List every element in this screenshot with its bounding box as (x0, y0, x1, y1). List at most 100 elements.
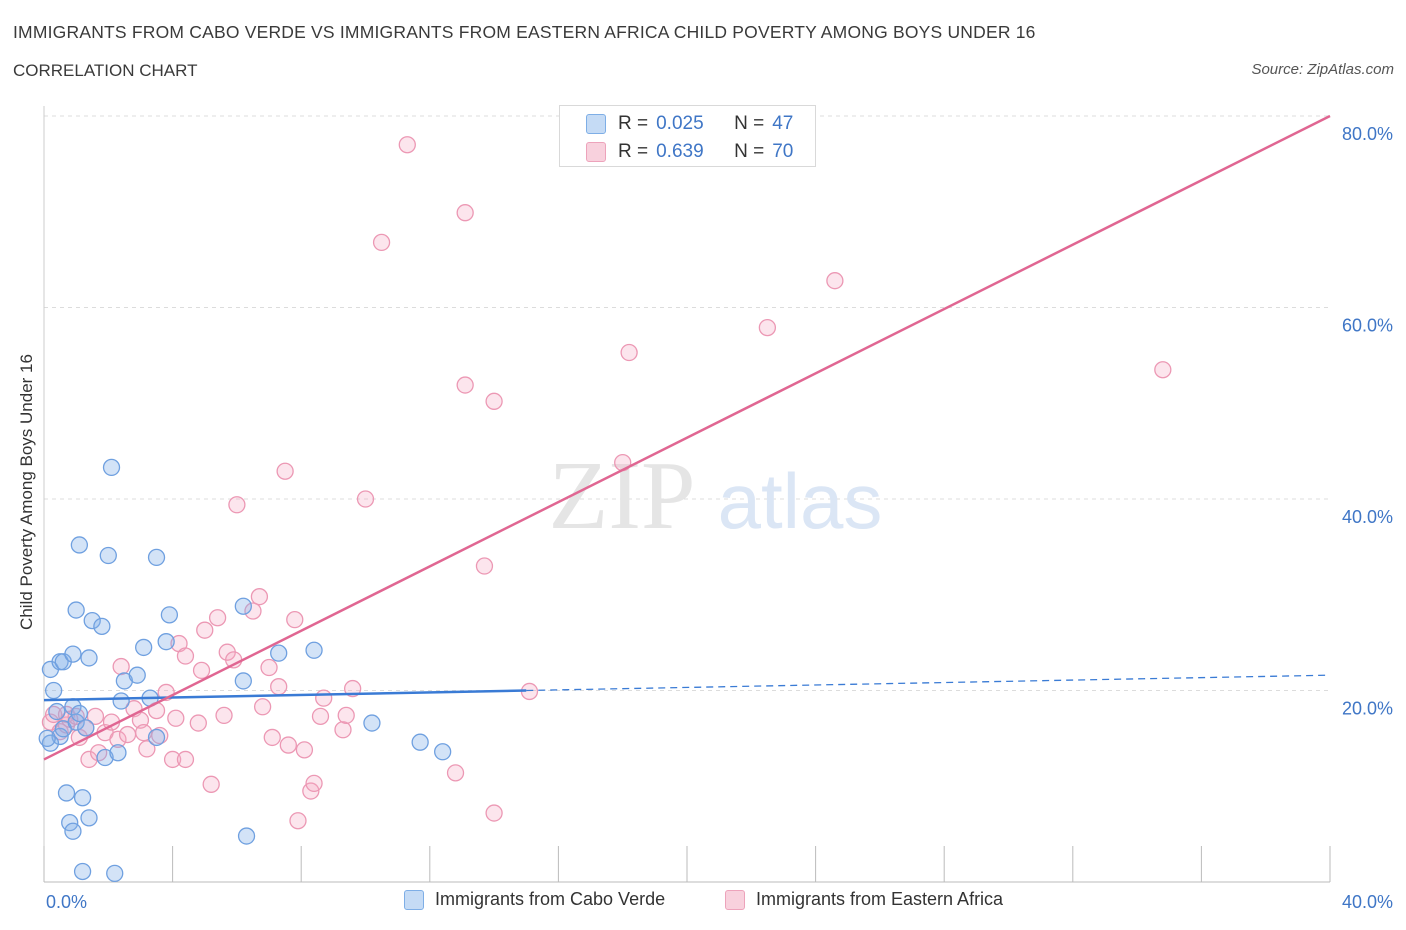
point-cabo-verde (99, 546, 117, 565)
point-cabo-verde (93, 617, 111, 635)
point-cabo-verde (305, 641, 323, 659)
point-cabo-verde (147, 548, 166, 567)
point-cabo-verde (73, 789, 92, 807)
point-cabo-verde (106, 864, 124, 883)
point-cabo-verde (67, 601, 85, 619)
tick-labels: 20.0% 40.0% 60.0% 80.0% 0.0% 40.0% (46, 124, 1393, 912)
watermark-atlas: atlas (718, 457, 883, 545)
point-cabo-verde (44, 681, 63, 700)
r-value: 0.025 (656, 113, 704, 134)
n-value: 47 (772, 113, 794, 134)
point-eastern-africa (372, 233, 391, 252)
point-eastern-africa (202, 775, 220, 793)
trend-line-cabo-verde-extension (526, 674, 1331, 692)
legend-label: Immigrants from Eastern Africa (756, 889, 1004, 909)
legend-label: Immigrants from Cabo Verde (435, 889, 666, 909)
point-cabo-verde (147, 728, 166, 747)
point-eastern-africa (456, 204, 474, 222)
point-cabo-verde (157, 633, 175, 651)
point-eastern-africa (826, 272, 844, 290)
point-eastern-africa (196, 621, 214, 639)
point-eastern-africa (398, 136, 416, 154)
point-eastern-africa (250, 588, 269, 606)
pink-swatch (586, 142, 606, 162)
point-cabo-verde (434, 743, 452, 761)
point-eastern-africa (44, 705, 63, 724)
point-eastern-africa (311, 707, 330, 726)
point-eastern-africa (260, 658, 278, 677)
chart-subtitle: CORRELATION CHART (13, 61, 198, 80)
trend-lines (43, 114, 1331, 761)
legend-item-cabo-verde[interactable]: Immigrants from Cabo Verde (404, 889, 665, 910)
n-label: N = (734, 141, 765, 162)
point-cabo-verde (363, 714, 381, 732)
point-eastern-africa (305, 774, 323, 793)
trend-line-eastern-africa (43, 114, 1331, 761)
point-eastern-africa (620, 343, 638, 362)
point-cabo-verde (70, 536, 89, 554)
point-cabo-verde (234, 672, 252, 690)
legend-swatch-blue (404, 889, 424, 910)
point-eastern-africa (356, 490, 375, 508)
point-eastern-africa (176, 750, 195, 769)
trend-line-cabo-verde (43, 689, 527, 702)
point-cabo-verde (77, 719, 95, 737)
point-eastern-africa (208, 609, 227, 627)
point-eastern-africa (189, 714, 207, 732)
y-tick-label: 40.0% (1342, 507, 1393, 527)
point-eastern-africa (334, 721, 352, 739)
point-eastern-africa (315, 689, 333, 707)
point-eastern-africa (286, 610, 304, 629)
point-cabo-verde (48, 702, 66, 721)
n-label: N = (734, 113, 765, 134)
point-eastern-africa (485, 804, 503, 822)
point-eastern-africa (263, 728, 281, 747)
r-value: 0.639 (656, 141, 704, 162)
point-cabo-verde (160, 606, 179, 624)
point-cabo-verde (80, 809, 98, 827)
point-cabo-verde (57, 784, 76, 802)
point-eastern-africa (295, 741, 314, 759)
point-cabo-verde (73, 862, 92, 881)
point-eastern-africa (253, 698, 272, 716)
point-eastern-africa (215, 706, 233, 725)
point-eastern-africa (176, 647, 195, 665)
point-eastern-africa (446, 764, 465, 782)
point-cabo-verde (64, 645, 82, 663)
point-eastern-africa (270, 678, 288, 696)
point-eastern-africa (485, 392, 503, 410)
x-tick-label: 0.0% (46, 892, 87, 912)
point-cabo-verde (96, 748, 114, 767)
r-label: R = (618, 141, 649, 162)
stats-row-eastern-africa: R = 0.639 N = 70 (586, 140, 793, 164)
point-cabo-verde (112, 692, 130, 710)
point-eastern-africa (163, 750, 182, 769)
point-cabo-verde (128, 666, 146, 684)
point-eastern-africa (279, 736, 297, 754)
point-eastern-africa (337, 706, 355, 725)
point-eastern-africa (118, 725, 137, 744)
point-cabo-verde (237, 827, 256, 845)
point-cabo-verde (109, 744, 127, 762)
point-eastern-africa (475, 557, 494, 575)
point-eastern-africa (1154, 361, 1172, 379)
point-eastern-africa (109, 730, 127, 748)
point-cabo-verde (411, 733, 429, 751)
point-cabo-verde (135, 638, 153, 657)
series-cabo-verde (38, 458, 452, 883)
point-eastern-africa (167, 709, 185, 727)
point-eastern-africa (289, 812, 307, 830)
series-eastern-africa (41, 136, 1172, 830)
x-tick-label: 40.0% (1342, 892, 1393, 912)
stats-legend: R = 0.025 N = 47 R = 0.639 N = 70 (559, 105, 816, 167)
point-cabo-verde (38, 729, 56, 748)
chart-title: IMMIGRANTS FROM CABO VERDE VS IMMIGRANTS… (13, 22, 1036, 42)
point-eastern-africa (67, 707, 85, 726)
bottom-legend: Immigrants from Cabo Verde Immigrants fr… (0, 889, 1406, 915)
point-eastern-africa (112, 657, 130, 676)
point-eastern-africa (192, 661, 211, 680)
point-cabo-verde (41, 734, 60, 752)
blue-swatch (586, 114, 606, 134)
legend-item-eastern-africa[interactable]: Immigrants from Eastern Africa (725, 889, 1003, 910)
